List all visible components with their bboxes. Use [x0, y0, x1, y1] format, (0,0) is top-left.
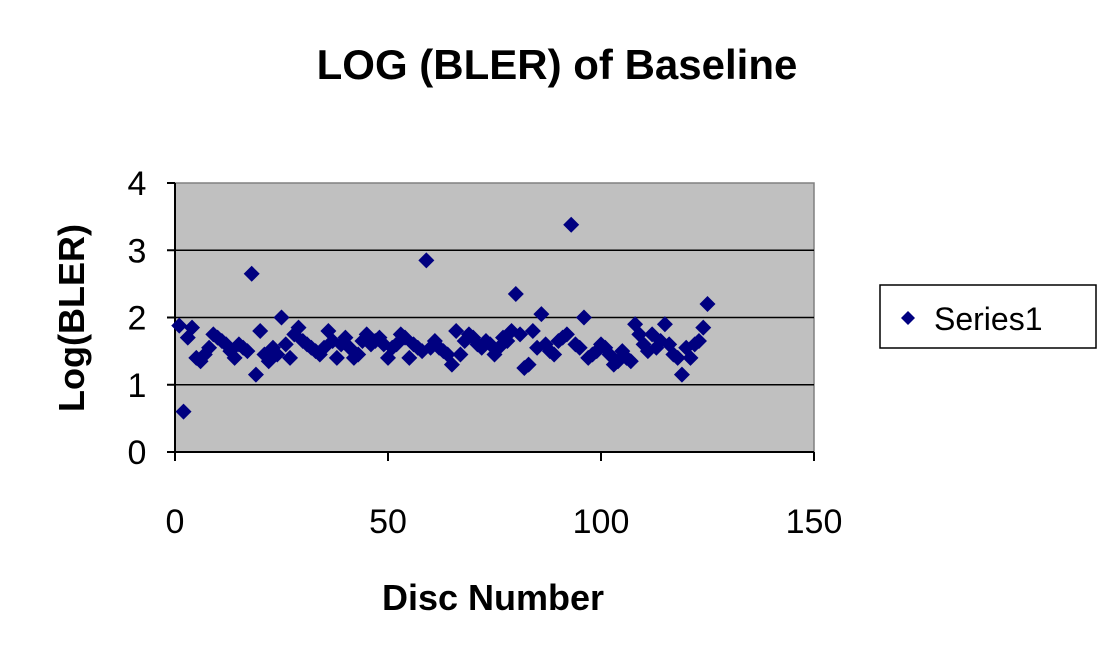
- data-point: [699, 296, 716, 313]
- y-tick-label: 0: [128, 434, 147, 472]
- data-point: [171, 317, 188, 334]
- legend-marker-icon: [901, 311, 915, 325]
- data-point: [201, 339, 218, 356]
- data-point: [656, 316, 673, 333]
- data-point: [418, 252, 435, 269]
- x-tick-label: 150: [786, 503, 843, 541]
- data-point: [350, 346, 367, 363]
- legend-label-series1: Series1: [934, 301, 1043, 337]
- data-point: [669, 349, 686, 366]
- y-axis-label: Log(BLER): [51, 224, 92, 412]
- x-tick-label: 0: [166, 503, 185, 541]
- data-point: [533, 306, 550, 323]
- data-point: [175, 403, 192, 420]
- data-point: [622, 353, 639, 370]
- data-point: [695, 319, 712, 336]
- data-point: [290, 319, 307, 336]
- data-point: [226, 349, 243, 366]
- legend-box: [879, 284, 1097, 349]
- data-point: [247, 366, 264, 383]
- data-point: [328, 349, 345, 366]
- x-tick-label: 50: [369, 503, 407, 541]
- data-point: [277, 336, 294, 353]
- data-point: [184, 319, 201, 336]
- data-point: [558, 326, 575, 343]
- data-point: [575, 309, 592, 326]
- data-point: [512, 326, 529, 343]
- data-point: [452, 346, 469, 363]
- data-point: [443, 356, 460, 373]
- data-point: [282, 349, 299, 366]
- data-point: [520, 356, 537, 373]
- data-point: [448, 322, 465, 339]
- data-point: [673, 366, 690, 383]
- data-point: [401, 349, 418, 366]
- chart-title: LOG (BLER) of Baseline: [317, 41, 798, 88]
- tick-labels: 0 1 2 3 4 0 50 100 150: [128, 165, 843, 541]
- data-point: [499, 333, 516, 350]
- data-point: [507, 285, 524, 302]
- data-point: [239, 343, 256, 360]
- data-point: [571, 339, 588, 356]
- y-tick-label: 2: [128, 300, 147, 338]
- data-point: [243, 265, 260, 282]
- data-point: [682, 349, 699, 366]
- legend: Series1: [879, 284, 1097, 349]
- data-point: [273, 309, 290, 326]
- x-axis-label: Disc Number: [382, 577, 604, 618]
- y-tick-label: 4: [128, 165, 147, 203]
- data-point: [269, 346, 286, 363]
- data-points: [171, 216, 716, 420]
- y-tick-label: 1: [128, 367, 147, 405]
- data-point: [563, 216, 580, 233]
- axes: [167, 182, 815, 461]
- x-tick-label: 100: [573, 503, 630, 541]
- data-point: [524, 322, 541, 339]
- data-point: [252, 322, 269, 339]
- data-point: [546, 346, 563, 363]
- y-tick-label: 3: [128, 232, 147, 270]
- data-point: [690, 333, 707, 350]
